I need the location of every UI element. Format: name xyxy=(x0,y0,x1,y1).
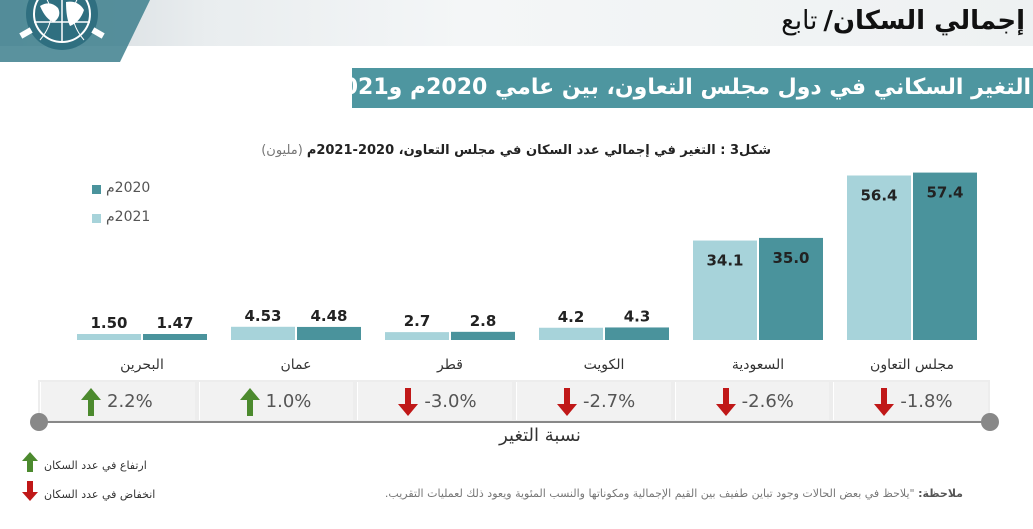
category-label-0: مجلس التعاون xyxy=(870,357,954,373)
header-strip xyxy=(0,0,1033,46)
figure-title: شكل3 : التغير في إجمالي عدد السكان في مج… xyxy=(261,143,771,158)
key-increase-label: ارتفاع في عدد السكان xyxy=(44,459,147,472)
change-cell-4: 1.0% xyxy=(198,382,354,420)
change-value-3: -3.0% xyxy=(424,391,477,412)
down-arrow-icon xyxy=(557,388,577,416)
globe-logo-icon xyxy=(0,0,150,62)
change-cell-3: -3.0% xyxy=(357,382,512,420)
change-cell-5: 2.2% xyxy=(40,382,195,420)
change-value-4: 1.0% xyxy=(265,391,312,412)
change-cell-0: -1.8% xyxy=(833,382,988,420)
figure-unit: (مليون) xyxy=(261,143,303,158)
legend-label-2020: 2020م xyxy=(106,180,151,196)
bar-2021-1 xyxy=(693,240,757,340)
figure-title-text: شكل3 : التغير في إجمالي عدد السكان في مج… xyxy=(306,143,771,158)
bar-2020-2 xyxy=(605,327,669,340)
bar-2020-4 xyxy=(297,326,361,340)
bar-2021-5 xyxy=(77,334,141,340)
data-label-2020-4: 4.48 xyxy=(310,307,347,325)
data-label-2021-2: 4.2 xyxy=(558,308,585,326)
legend-swatch-2021 xyxy=(92,214,101,223)
down-arrow-icon xyxy=(715,388,736,416)
footnote: ملاحظة: "يلاحظ في بعض الحالات وجود تباين… xyxy=(385,487,963,500)
data-label-2021-3: 2.7 xyxy=(404,312,431,330)
bar-2021-4 xyxy=(231,326,295,340)
bar-2021-0 xyxy=(847,175,911,340)
data-label-2021-4: 4.53 xyxy=(244,307,281,325)
down-arrow-icon xyxy=(398,388,419,416)
section-title: إجمالي السكان/تابع xyxy=(781,6,1025,40)
up-arrow-icon xyxy=(239,388,260,416)
bar-2020-0 xyxy=(913,172,977,340)
data-label-2021-5: 1.50 xyxy=(90,314,127,332)
data-label-2021-1: 34.1 xyxy=(706,252,743,270)
key-decrease-label: انخفاض في عدد السكان xyxy=(44,488,156,501)
data-label-2020-1: 35.0 xyxy=(772,249,809,267)
axis-start-dot xyxy=(30,413,48,431)
bar-2020-1 xyxy=(759,237,823,340)
section-title-main: إجمالي السكان/ xyxy=(823,6,1025,36)
down-arrow-icon xyxy=(874,388,895,416)
legend-label-2021: 2021م xyxy=(106,209,151,225)
data-label-2020-5: 1.47 xyxy=(156,314,193,332)
data-label-2020-3: 2.8 xyxy=(470,312,497,330)
footnote-text: "يلاحظ في بعض الحالات وجود تباين طفيف بي… xyxy=(384,487,915,500)
bar-2020-5 xyxy=(143,334,207,340)
data-label-2021-0: 56.4 xyxy=(860,187,897,205)
category-label-2: الكويت xyxy=(583,357,625,373)
bar-2021-2 xyxy=(539,327,603,340)
down-arrow-icon xyxy=(22,481,38,501)
bar-2021-3 xyxy=(385,332,449,340)
change-value-1: -2.6% xyxy=(741,391,794,412)
page-banner: التغير السكاني في دول مجلس التعاون، بين … xyxy=(352,68,1033,108)
change-cell-2: -2.7% xyxy=(516,382,671,420)
change-strip: -1.8% -2.6% -2.7% -3.0% 1.0% 2.2% xyxy=(38,380,990,422)
change-value-5: 2.2% xyxy=(107,391,153,412)
category-label-1: السعودية xyxy=(731,357,785,373)
data-label-2020-2: 4.3 xyxy=(624,307,651,325)
category-label-5: البحرين xyxy=(120,357,164,373)
change-value-2: -2.7% xyxy=(583,391,636,412)
axis-end-dot xyxy=(981,413,999,431)
footnote-label: ملاحظة: xyxy=(918,487,963,500)
axis-label: نسبة التغير xyxy=(499,425,581,446)
category-label-4: عمان xyxy=(280,357,312,373)
change-cell-1: -2.6% xyxy=(674,382,830,420)
category-label-3: قطر xyxy=(437,357,463,373)
up-arrow-icon xyxy=(81,388,101,416)
up-arrow-icon xyxy=(22,452,38,472)
legend-swatch-2020 xyxy=(92,185,101,194)
data-label-2020-0: 57.4 xyxy=(926,184,963,202)
change-value-0: -1.8% xyxy=(900,391,953,412)
axis-line xyxy=(38,421,990,423)
bar-2020-3 xyxy=(451,331,515,340)
section-title-sub: تابع xyxy=(781,6,818,36)
